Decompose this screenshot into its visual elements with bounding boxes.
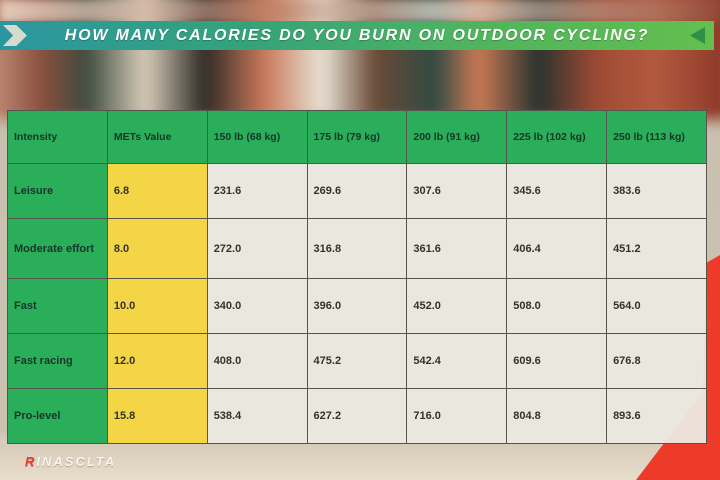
calories-value-cell: 408.0 [206,333,308,389]
calories-value-cell: 627.2 [306,388,408,444]
calories-value-cell: 383.6 [606,163,707,219]
mets-value-cell: 15.8 [106,388,208,444]
background-bottom-strip [0,443,720,480]
calories-value-cell: 676.8 [606,333,707,389]
column-header: 150 lb (68 kg) [206,110,308,164]
background-photo-haze [0,0,720,22]
page-title: HOW MANY CALORIES DO YOU BURN ON OUTDOOR… [64,26,650,44]
calories-value-cell: 564.0 [606,278,707,334]
column-header: 225 lb (102 kg) [506,110,608,164]
calories-table-header: Intensity METs Value 150 lb (68 kg) 175 lb … [7,110,707,164]
calories-value-cell: 272.0 [206,218,308,279]
brand-logo: RINASCLTA [25,454,116,469]
intensity-cell: Moderate effort [7,218,108,279]
calories-value-cell: 716.0 [406,388,508,444]
table-row: Fast racing 12.0 408.0 475.2 542.4 609.6 676.8 [7,333,707,389]
intensity-cell: Fast racing [7,333,108,389]
brand-logo-mark: R [25,454,37,469]
calories-table: Intensity METs Value 150 lb (68 kg) 175 lb … [7,110,707,444]
mets-value-cell: 8.0 [106,218,208,279]
calories-value-cell: 508.0 [506,278,608,334]
header-row: Intensity METs Value 150 lb (68 kg) 175 lb … [7,110,707,164]
calories-value-cell: 804.8 [506,388,608,444]
intensity-cell: Pro-level [7,388,108,444]
mets-value-cell: 10.0 [106,278,208,334]
table-row: Pro-level 15.8 538.4 627.2 716.0 804.8 893.6 [7,388,707,444]
mets-value-cell: 6.8 [106,163,208,219]
calories-value-cell: 538.4 [206,388,308,444]
calories-value-cell: 452.0 [406,278,508,334]
column-header: Intensity [7,110,108,164]
intensity-cell: Leisure [7,163,108,219]
brand-logo-text: INASCLTA [36,454,117,469]
ribbon-right-arrow-icon [690,27,705,44]
mets-value-cell: 12.0 [106,333,208,389]
calories-value-cell: 396.0 [306,278,408,334]
calories-value-cell: 345.6 [506,163,608,219]
calories-value-cell: 451.2 [606,218,707,279]
calories-value-cell: 406.4 [506,218,608,279]
calories-value-cell: 316.8 [306,218,408,279]
column-header: 200 lb (91 kg) [406,110,508,164]
calories-value-cell: 269.6 [306,163,408,219]
calories-value-cell: 893.6 [606,388,707,444]
calories-value-cell: 609.6 [506,333,608,389]
intensity-cell: Fast [7,278,108,334]
title-banner: HOW MANY CALORIES DO YOU BURN ON OUTDOOR… [0,21,714,50]
table-row: Moderate effort 8.0 272.0 316.8 361.6 406.4 45… [7,218,707,279]
ribbon-left-arrow-icon [3,25,27,46]
calories-table-body: Leisure 6.8 231.6 269.6 307.6 345.6 383.6 Moder… [7,163,707,444]
calories-value-cell: 340.0 [206,278,308,334]
calories-value-cell: 361.6 [406,218,508,279]
calories-value-cell: 542.4 [406,333,508,389]
calories-value-cell: 231.6 [206,163,308,219]
column-header: 175 lb (79 kg) [306,110,408,164]
column-header: 250 lb (113 kg) [606,110,707,164]
calories-value-cell: 475.2 [306,333,408,389]
calories-value-cell: 307.6 [406,163,508,219]
table-row: Leisure 6.8 231.6 269.6 307.6 345.6 383.6 [7,163,707,219]
table-row: Fast 10.0 340.0 396.0 452.0 508.0 564.0 [7,278,707,334]
column-header: METs Value [106,110,208,164]
